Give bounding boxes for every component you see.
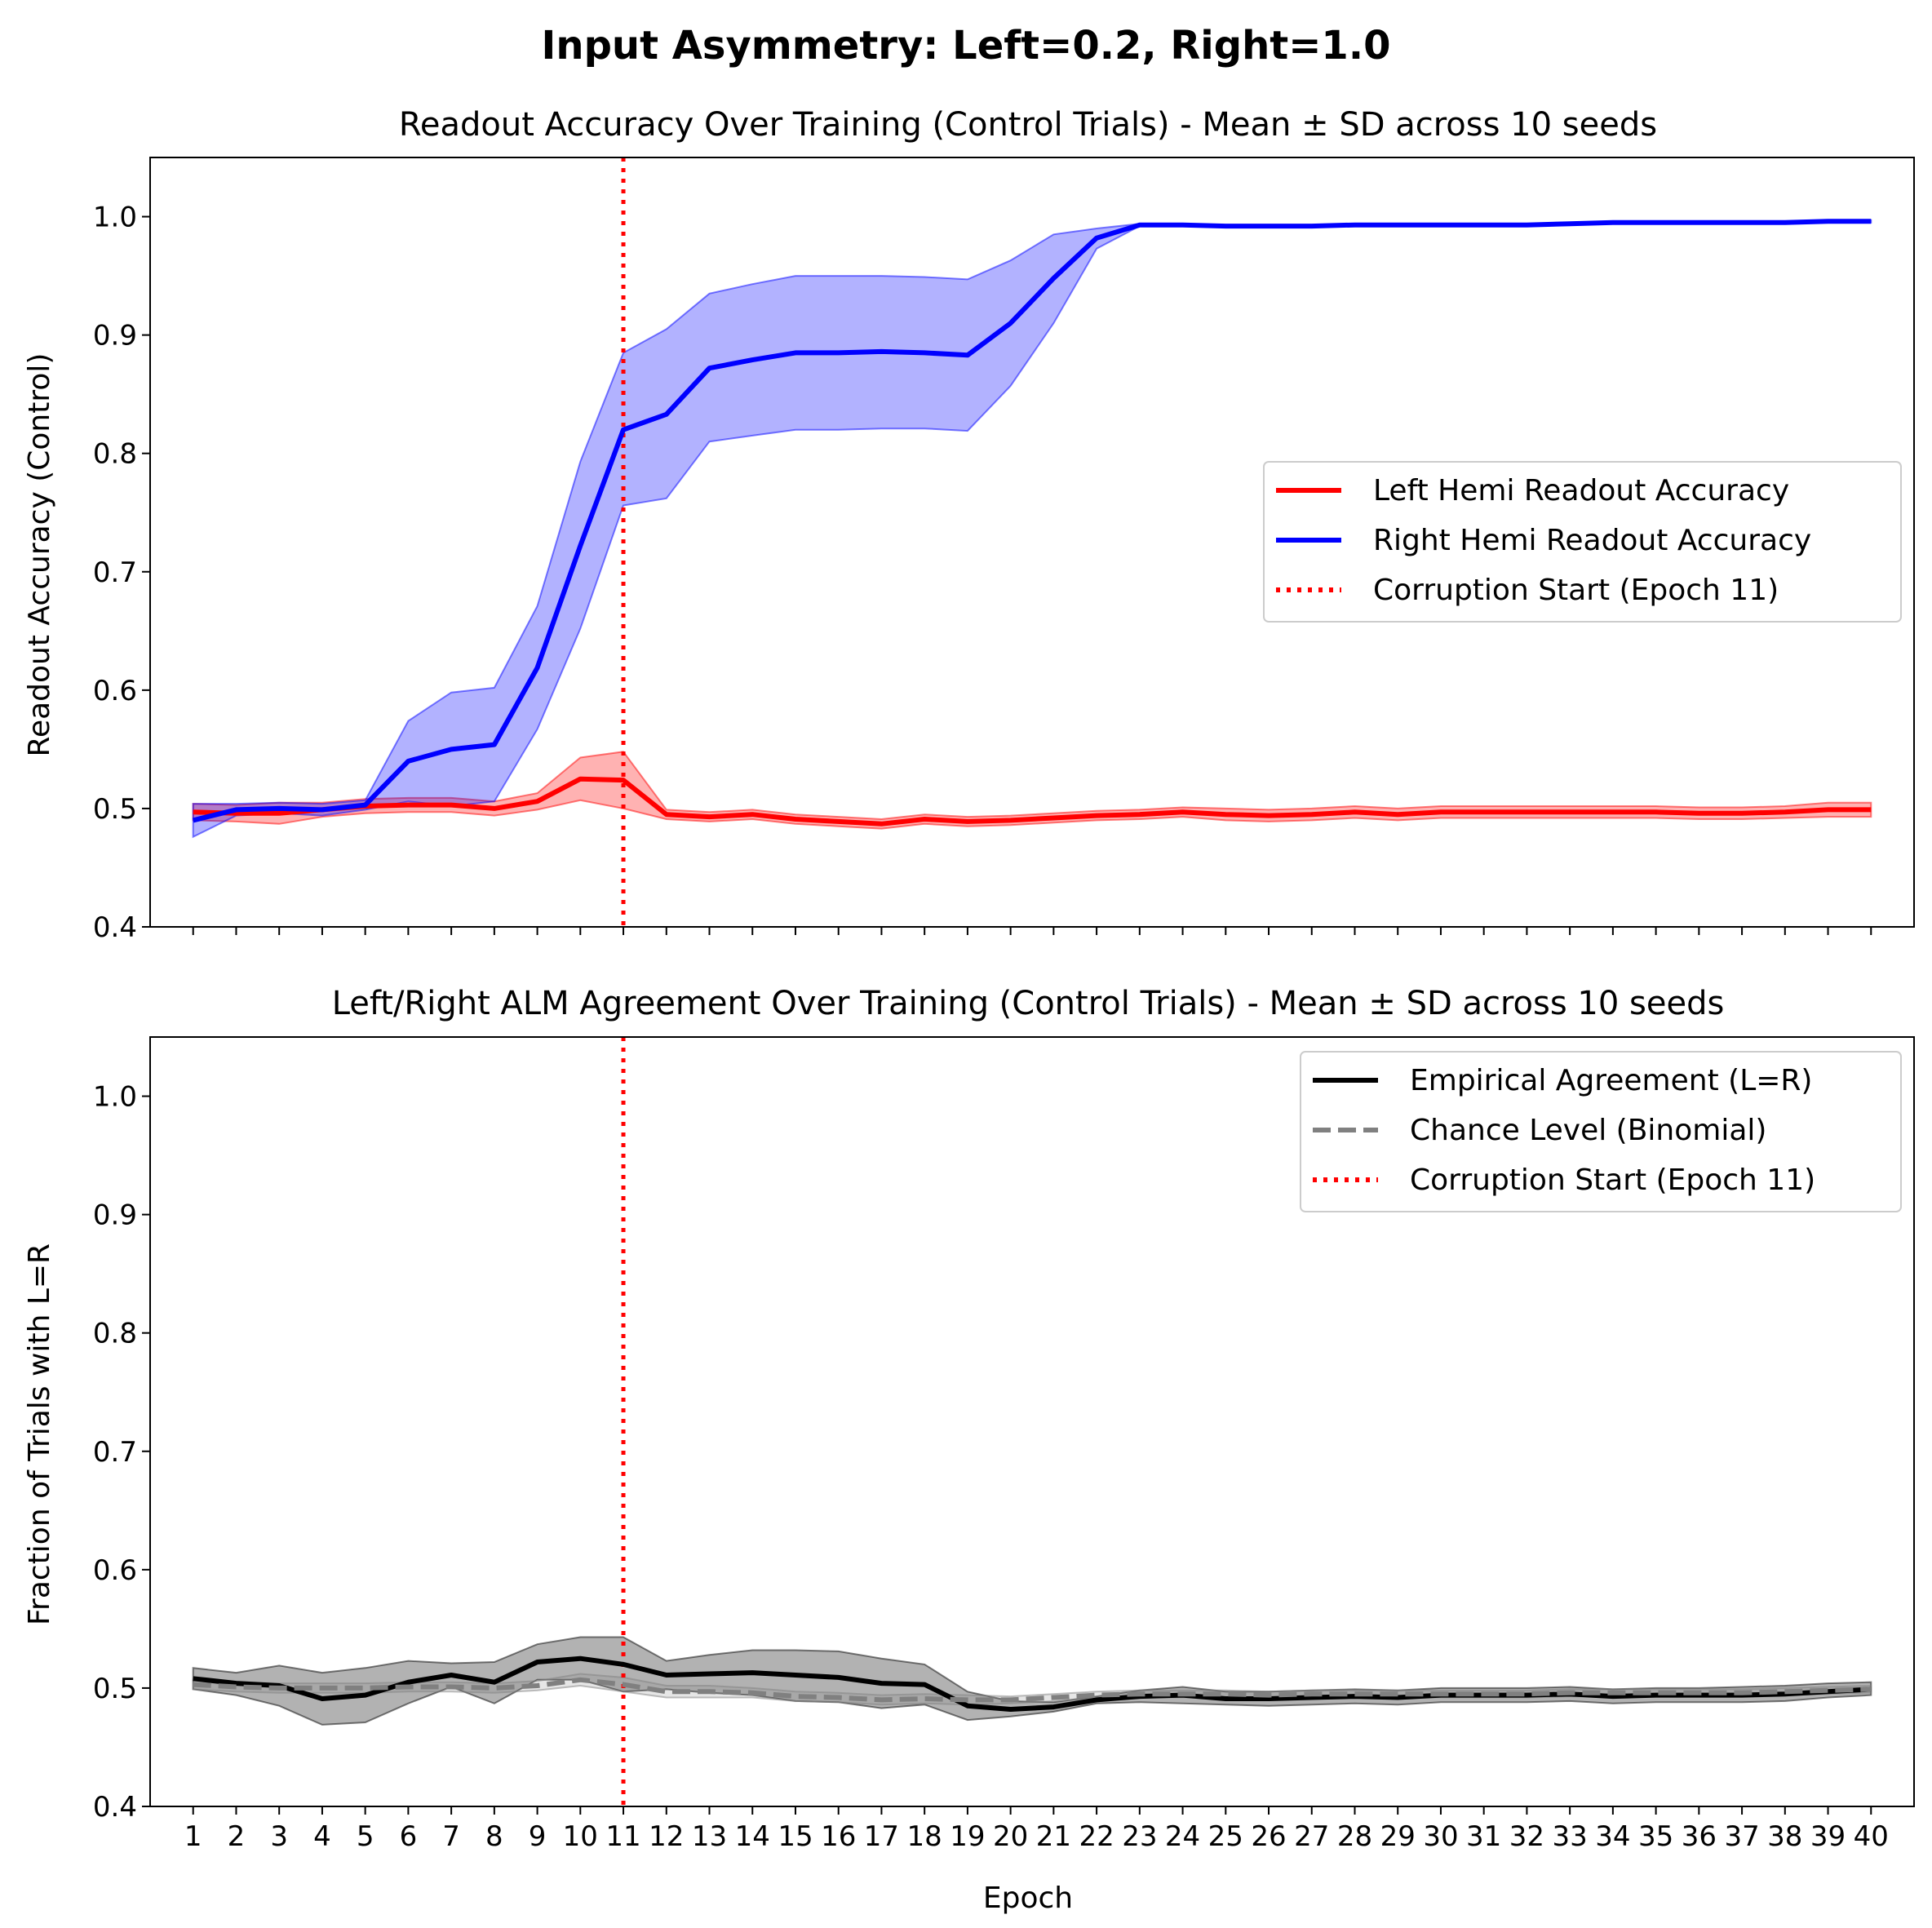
ytick-label: 0.9 — [93, 1199, 137, 1232]
ytick-label: 0.7 — [93, 1436, 137, 1469]
xtick-label: 35 — [1638, 1820, 1673, 1853]
legend-label: Empirical Agreement (L=R) — [1410, 1064, 1812, 1097]
readout-accuracy-panel: Readout Accuracy Over Training (Control … — [23, 106, 1915, 944]
legend-label: Corruption Start (Epoch 11) — [1410, 1163, 1815, 1197]
ytick-label: 0.4 — [93, 1791, 137, 1824]
ytick-label: 1.0 — [93, 202, 137, 234]
ytick-label: 1.0 — [93, 1081, 137, 1114]
xtick-label: 12 — [649, 1820, 684, 1853]
xtick-label: 19 — [950, 1820, 985, 1853]
xtick-label: 39 — [1810, 1820, 1846, 1853]
agreement-xlabel: Epoch — [983, 1881, 1073, 1915]
readout-accuracy-lines — [192, 219, 1872, 827]
ytick-label: 0.8 — [93, 438, 137, 471]
xtick-label: 7 — [442, 1820, 460, 1853]
legend-label: Right Hemi Readout Accuracy — [1373, 524, 1811, 557]
ytick-label: 0.5 — [93, 1673, 137, 1705]
xtick-label: 10 — [563, 1820, 598, 1853]
xtick-label: 31 — [1466, 1820, 1501, 1853]
xtick-label: 18 — [907, 1820, 942, 1853]
series-line-1 — [193, 1677, 1872, 1703]
legend-label: Chance Level (Binomial) — [1410, 1114, 1766, 1147]
xtick-label: 28 — [1337, 1820, 1372, 1853]
xtick-label: 9 — [529, 1820, 547, 1853]
xtick-label: 37 — [1724, 1820, 1759, 1853]
agreement-title: Left/Right ALM Agreement Over Training (… — [332, 985, 1725, 1022]
agreement-legend: Empirical Agreement (L=R) Chance Level (B… — [1300, 1051, 1902, 1212]
xtick-label: 24 — [1165, 1820, 1200, 1853]
xtick-label: 4 — [313, 1820, 331, 1853]
xtick-label: 1 — [184, 1820, 202, 1853]
xtick-label: 14 — [735, 1820, 770, 1853]
xtick-label: 22 — [1079, 1820, 1114, 1853]
xtick-label: 27 — [1294, 1820, 1329, 1853]
legend-label: Left Hemi Readout Accuracy — [1373, 474, 1789, 507]
ytick-label: 0.9 — [93, 320, 137, 352]
ytick-label: 0.6 — [93, 1554, 137, 1587]
agreement-yticks: 0.4 0.5 0.6 0.7 0.8 0.9 1.0 — [93, 1081, 150, 1824]
xtick-label: 40 — [1854, 1820, 1889, 1853]
agreement-panel: Left/Right ALM Agreement Over Training (… — [23, 985, 1915, 1915]
readout-accuracy-ylabel: Readout Accuracy (Control) — [23, 353, 56, 757]
xtick-label: 36 — [1682, 1820, 1717, 1853]
xtick-label: 21 — [1036, 1820, 1071, 1853]
xtick-label: 30 — [1423, 1820, 1458, 1853]
xtick-label: 29 — [1380, 1820, 1416, 1853]
xtick-label: 13 — [692, 1820, 727, 1853]
xtick-label: 38 — [1767, 1820, 1802, 1853]
figure-suptitle: Input Asymmetry: Left=0.2, Right=1.0 — [542, 23, 1391, 69]
ytick-label: 0.7 — [93, 556, 137, 589]
sd-band-0 — [192, 751, 1872, 830]
xtick-label: 3 — [270, 1820, 288, 1853]
agreement-lines — [193, 1655, 1872, 1712]
readout-accuracy-legend: Left Hemi Readout Accuracy Right Hemi Rea… — [1263, 461, 1902, 623]
xtick-label: 17 — [864, 1820, 899, 1853]
series-line-1 — [192, 219, 1872, 823]
xtick-label: 26 — [1251, 1820, 1286, 1853]
xtick-label: 5 — [357, 1820, 374, 1853]
xtick-label: 2 — [228, 1820, 246, 1853]
agreement-ylabel: Fraction of Trials with L=R — [23, 1243, 56, 1625]
xtick-label: 16 — [821, 1820, 856, 1853]
xtick-label: 11 — [605, 1820, 640, 1853]
xtick-label: 34 — [1595, 1820, 1630, 1853]
xtick-label: 33 — [1553, 1820, 1588, 1853]
readout-accuracy-frame — [149, 157, 1915, 928]
readout-accuracy-yticks: 0.4 0.5 0.6 0.7 0.8 0.9 1.0 — [93, 202, 150, 944]
ytick-label: 0.8 — [93, 1318, 137, 1350]
agreement-frame — [149, 1036, 1915, 1807]
ytick-label: 0.6 — [93, 675, 137, 707]
xtick-label: 23 — [1122, 1820, 1157, 1853]
xtick-label: 15 — [778, 1820, 813, 1853]
readout-accuracy-xticks — [192, 927, 1872, 935]
legend-box — [1263, 461, 1902, 623]
xtick-label: 32 — [1509, 1820, 1544, 1853]
series-line-0 — [193, 776, 1872, 827]
agreement-xticks: 1 2 3 4 5 6 7 8 9 10 11 12 13 14 15 16 17 18 19 20 21 22 23 24 2… — [184, 1806, 1889, 1853]
xtick-label: 25 — [1208, 1820, 1243, 1853]
ytick-label: 0.5 — [93, 793, 137, 826]
legend-label: Corruption Start (Epoch 11) — [1373, 574, 1779, 607]
xtick-label: 6 — [400, 1820, 418, 1853]
xtick-label: 20 — [993, 1820, 1028, 1853]
legend-box — [1300, 1051, 1902, 1212]
ytick-label: 0.4 — [93, 911, 137, 944]
xtick-label: 8 — [485, 1820, 503, 1853]
readout-accuracy-title: Readout Accuracy Over Training (Control … — [399, 106, 1657, 144]
